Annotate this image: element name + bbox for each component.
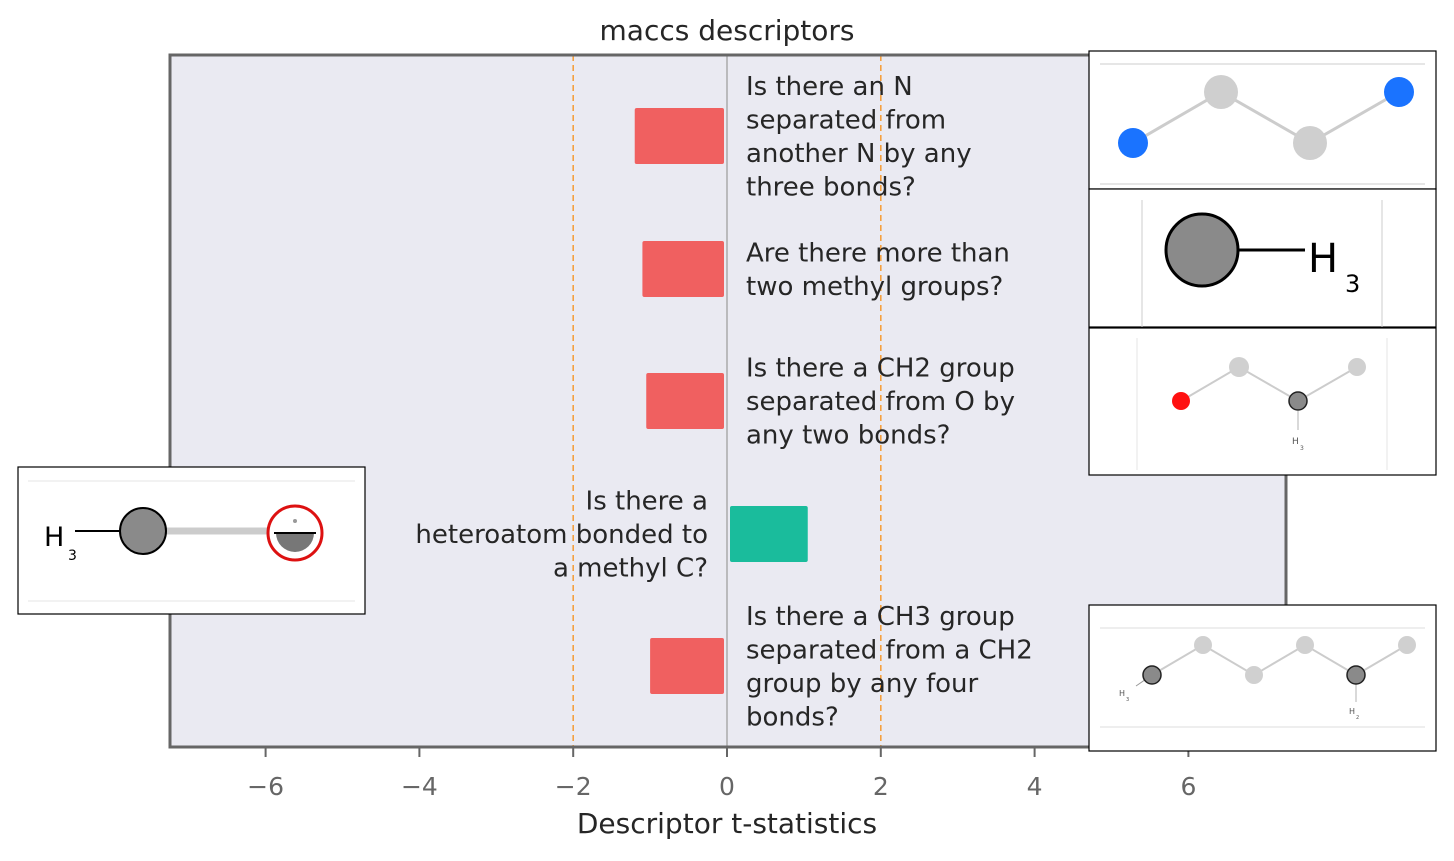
bar-label-line: two methyl groups? [746,272,1003,302]
bar [730,506,808,562]
atom-label-subscript: 3 [1345,270,1360,298]
bar-label: Is there a CH2 group separated from O by a… [746,354,1015,451]
x-tick-label: −6 [247,772,284,801]
bar-label-line: separated from [746,105,946,135]
oxygen-atom-icon [1172,392,1190,410]
carbon-atom-icon [1164,212,1240,288]
atom-label-h: H [1119,689,1125,698]
inset-n-n-three-bonds [1088,50,1437,190]
bar-label: Are there more than two methyl groups? [746,238,1010,302]
carbon-atom-icon [1245,666,1263,684]
atom-label-h: H [1308,236,1338,282]
atom-label-h: H [44,522,64,553]
bar-label-line: another N by any [746,139,972,169]
carbon-atom-icon [1204,75,1238,109]
carbon-atom-icon [1229,357,1249,377]
bar-label: Is there a CH3 group separated from a CH2… [746,602,1033,733]
x-axis-label: Descriptor t-statistics [577,807,877,840]
bar-label: Is there a heteroatom bonded to a methyl C… [415,487,708,584]
x-tick-label: 4 [1027,772,1043,801]
carbon-atom-icon [1296,636,1314,654]
carbon-atom-icon [1194,636,1212,654]
bar [634,108,724,164]
bar-label-line: separated from O by [746,387,1015,417]
carbon-atom-icon [1142,665,1162,685]
bar-label-line: Is there a CH2 group [746,354,1015,384]
x-tick-label: −2 [555,772,592,801]
bar-label-line: bonds? [746,702,839,732]
inset-heteroatom-methyl: H 3 [17,466,366,615]
nitrogen-atom-icon [1118,128,1148,158]
x-tick-label: 6 [1180,772,1196,801]
bar-label-line: three bonds? [746,172,916,202]
carbon-atom-icon [1348,358,1366,376]
chart-title: maccs descriptors [600,14,855,47]
nitrogen-atom-icon [1384,77,1414,107]
atom-label-subscript: 3 [1300,445,1304,452]
carbon-atom-icon [119,507,167,555]
bar-label-line: group by any four [746,669,979,699]
bar-label-line: heteroatom bonded to [415,520,708,550]
atom-label-subscript: 3 [68,548,77,564]
bar [646,373,724,429]
inset-ch3-ch2-four-bonds: H 3 H 2 [1088,604,1437,752]
x-tick-label: −4 [401,772,438,801]
bar-label-line: Is there a CH3 group [746,602,1015,632]
carbon-atom-icon [1293,126,1327,160]
x-tick-label: 0 [719,772,735,801]
bar-label-line: Is there an N [746,72,913,102]
carbon-atom-icon [1398,636,1416,654]
x-tick-label: 2 [873,772,889,801]
atom-label-subscript: 3 [1126,697,1129,703]
atom-label-subscript: 2 [1356,715,1359,721]
carbon-atom-icon [1346,665,1366,685]
inset-ch2-o-two-bonds: H 3 [1088,327,1437,476]
bar-label-line: Is there a [586,487,708,517]
atom-label-h: H [1292,437,1299,447]
bar-label-line: Are there more than [746,238,1010,268]
bar [650,638,724,694]
bar-label-line: any two bonds? [746,421,950,451]
atom-label-h: H [1349,707,1355,716]
bar-label-line: separated from a CH2 [746,635,1033,665]
bar-label-line: a methyl C? [553,554,708,584]
bar [642,241,724,297]
inset-methyl-group: H 3 [1088,188,1437,328]
carbon-atom-icon [1288,391,1308,411]
